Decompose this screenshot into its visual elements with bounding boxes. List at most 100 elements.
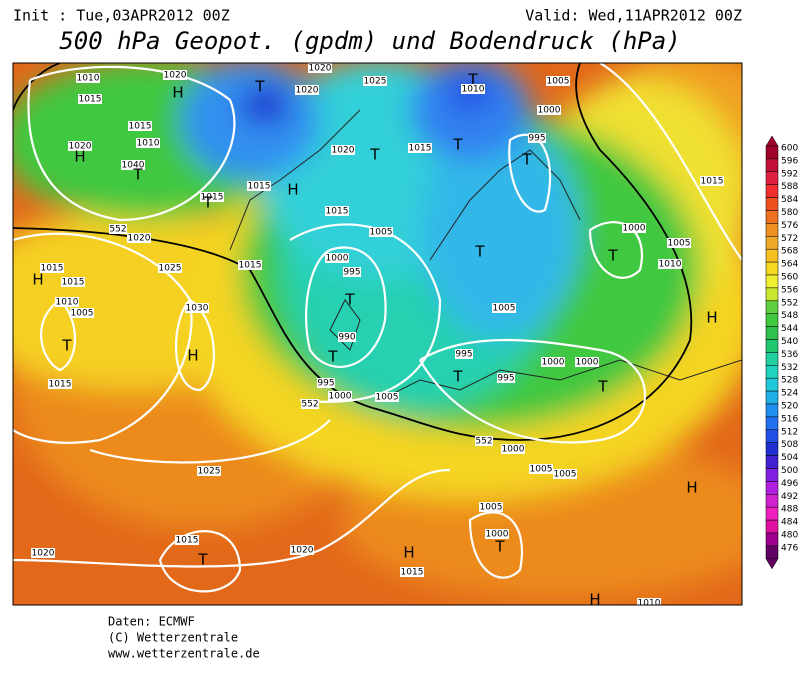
isobar-label: 1015 — [62, 278, 85, 288]
isobar-label: 1025 — [364, 77, 387, 87]
label-box — [290, 545, 314, 555]
isobar-label: 1020 — [296, 86, 319, 96]
colorbar-label: 544 — [781, 324, 798, 334]
pressure-center: T — [494, 538, 505, 556]
isobar-label: 1015 — [409, 144, 432, 154]
label-box — [200, 192, 224, 202]
colorbar-cell — [765, 416, 779, 431]
colorbar-cell — [765, 429, 779, 443]
label-box — [175, 535, 199, 545]
label-box — [31, 548, 55, 558]
label-box — [622, 223, 646, 233]
pressure-center: H — [589, 591, 600, 609]
colorbar-cell — [765, 352, 779, 366]
colorbar-label: 536 — [781, 350, 798, 360]
colorbar-label: 524 — [781, 389, 798, 399]
label-box — [338, 332, 356, 342]
isobar-label: 1010 — [462, 85, 485, 95]
colorbar-label: 496 — [781, 479, 798, 489]
colorbar-label: 480 — [781, 531, 798, 541]
label-box — [238, 260, 262, 270]
isobar-label: 1000 — [542, 358, 565, 368]
colorbar-cell — [765, 158, 779, 173]
isobar-label: 1015 — [248, 182, 271, 192]
label-box — [197, 466, 221, 476]
colorbar-cell — [765, 506, 779, 521]
colorbar-label: 572 — [781, 234, 798, 244]
label-box — [553, 469, 577, 479]
isobar-label: 552 — [475, 437, 492, 447]
colorbar-cell — [765, 223, 779, 237]
label-box — [700, 176, 724, 186]
colorbar-label: 564 — [781, 260, 798, 270]
label-box — [128, 121, 152, 131]
isobar-label: 1015 — [326, 207, 349, 217]
isobar-label: 1025 — [198, 467, 221, 477]
valid-time: Valid: Wed,11APR2012 00Z — [525, 7, 742, 25]
isobar-label: 1015 — [49, 380, 72, 390]
pressure-center: H — [287, 181, 298, 199]
isobar-label: 1015 — [239, 261, 262, 271]
isobar-label: 1015 — [41, 264, 64, 274]
colorbar-label: 532 — [781, 363, 798, 373]
label-box — [76, 73, 100, 83]
colorbar-label: 476 — [781, 543, 798, 553]
label-box — [492, 303, 516, 313]
colorbar-label: 552 — [781, 298, 798, 308]
isobar-label: 1005 — [530, 465, 553, 475]
pressure-center: H — [74, 148, 85, 166]
isobar-label: 1020 — [69, 142, 92, 152]
website: www.wetterzentrale.de — [108, 647, 260, 661]
map-frame — [12, 62, 743, 606]
isobar-label: 1005 — [493, 304, 516, 314]
colorbar-cell — [765, 236, 779, 250]
coastlines — [229, 109, 742, 401]
colorbar-cell — [765, 326, 779, 340]
label-box — [328, 391, 352, 401]
label-box — [163, 70, 187, 80]
label-box — [78, 94, 102, 104]
pressure-center: H — [32, 271, 43, 289]
colorbar-label: 540 — [781, 337, 798, 347]
label-box — [667, 238, 691, 248]
isobar-label: 1010 — [56, 298, 79, 308]
isobar-label: 1000 — [502, 445, 525, 455]
label-box — [501, 444, 525, 454]
pressure-center: T — [132, 166, 143, 184]
pressure-center: T — [202, 194, 213, 212]
colorbar-label: 528 — [781, 376, 798, 386]
colorbar-cell — [765, 377, 779, 392]
colorbar-label: 548 — [781, 311, 798, 321]
label-box — [455, 349, 473, 359]
colorbar-cell — [765, 171, 779, 185]
label-box — [400, 567, 424, 577]
label-box — [537, 105, 561, 115]
copyright: (C) Wetterzentrale — [108, 631, 238, 645]
isobar-label: 552 — [301, 400, 318, 410]
isobar-label: 1020 — [32, 549, 55, 559]
label-box — [295, 85, 319, 95]
isobar-label: 1010 — [638, 599, 661, 609]
label-box — [109, 224, 127, 234]
pressure-center: H — [706, 309, 717, 327]
isobar-label: 1005 — [376, 393, 399, 403]
isobar-label: 1005 — [547, 77, 570, 87]
pressure-center: T — [452, 136, 463, 154]
isobar-label: 1005 — [370, 228, 393, 238]
isobar-label: 995 — [497, 374, 514, 384]
colorbar-cell — [765, 455, 779, 469]
colorbar-cell — [765, 300, 779, 314]
isobar-label: 1030 — [186, 304, 209, 314]
colorbar-cell — [765, 145, 779, 160]
isobar-label: 1015 — [79, 95, 102, 105]
pressure-center: H — [686, 479, 697, 497]
colorbar-label: 556 — [781, 285, 798, 295]
colorbar-label: 596 — [781, 156, 798, 166]
isobar-label: 1000 — [538, 106, 561, 116]
pressure-center: T — [197, 551, 208, 569]
isobar-label: 1000 — [329, 392, 352, 402]
label-box — [408, 143, 432, 153]
label-box — [658, 259, 682, 269]
